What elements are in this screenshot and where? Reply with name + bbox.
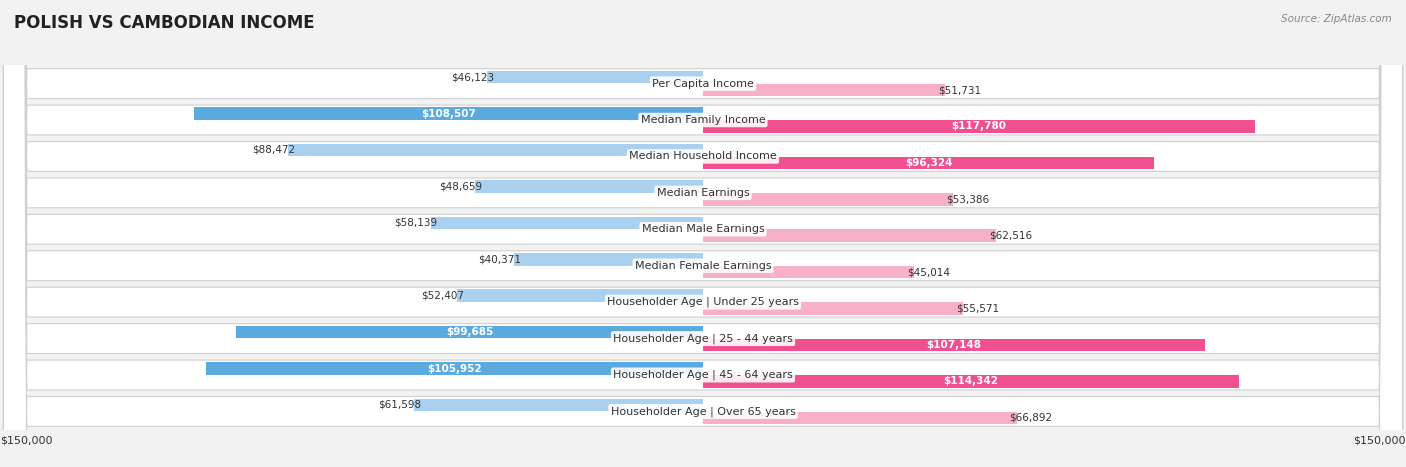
Bar: [513, 253, 703, 266]
Text: Median Family Income: Median Family Income: [641, 115, 765, 125]
Bar: [703, 411, 1017, 424]
FancyBboxPatch shape: [4, 0, 1402, 467]
FancyBboxPatch shape: [4, 0, 1402, 467]
Bar: [207, 362, 703, 375]
Bar: [430, 217, 703, 229]
FancyBboxPatch shape: [4, 0, 1402, 467]
FancyBboxPatch shape: [4, 0, 1402, 467]
Bar: [703, 339, 1205, 351]
Bar: [486, 71, 703, 84]
Text: $52,407: $52,407: [422, 290, 464, 301]
Bar: [703, 375, 1239, 388]
FancyBboxPatch shape: [4, 0, 1402, 467]
Text: $88,472: $88,472: [252, 145, 295, 155]
Text: $61,598: $61,598: [378, 400, 422, 410]
Text: Householder Age | Over 65 years: Householder Age | Over 65 years: [610, 406, 796, 417]
Text: $96,324: $96,324: [905, 158, 952, 168]
Legend: Polish, Cambodian: Polish, Cambodian: [610, 466, 796, 467]
Text: $107,148: $107,148: [927, 340, 981, 350]
Text: $66,892: $66,892: [1010, 413, 1053, 423]
Text: $53,386: $53,386: [946, 194, 990, 205]
Bar: [457, 290, 703, 302]
Text: $46,123: $46,123: [451, 72, 494, 82]
Bar: [703, 266, 914, 278]
FancyBboxPatch shape: [4, 0, 1402, 467]
Bar: [703, 120, 1256, 133]
FancyBboxPatch shape: [4, 0, 1402, 467]
Bar: [703, 156, 1154, 169]
Text: Householder Age | Under 25 years: Householder Age | Under 25 years: [607, 297, 799, 307]
Text: $62,516: $62,516: [988, 231, 1032, 241]
Text: Source: ZipAtlas.com: Source: ZipAtlas.com: [1281, 14, 1392, 24]
Text: Householder Age | 25 - 44 years: Householder Age | 25 - 44 years: [613, 333, 793, 344]
Bar: [703, 84, 945, 96]
Text: $55,571: $55,571: [956, 304, 1000, 314]
Bar: [703, 302, 963, 315]
Bar: [194, 107, 703, 120]
Text: $45,014: $45,014: [907, 267, 950, 277]
Bar: [415, 399, 703, 411]
Text: $108,507: $108,507: [422, 108, 477, 119]
Bar: [475, 180, 703, 193]
Text: $150,000: $150,000: [0, 435, 52, 445]
Text: Median Male Earnings: Median Male Earnings: [641, 224, 765, 234]
FancyBboxPatch shape: [4, 0, 1402, 467]
Text: $48,659: $48,659: [439, 181, 482, 191]
Text: Median Female Earnings: Median Female Earnings: [634, 261, 772, 271]
Text: Householder Age | 45 - 64 years: Householder Age | 45 - 64 years: [613, 370, 793, 380]
FancyBboxPatch shape: [4, 0, 1402, 467]
Bar: [288, 144, 703, 156]
Text: POLISH VS CAMBODIAN INCOME: POLISH VS CAMBODIAN INCOME: [14, 14, 315, 32]
Text: $150,000: $150,000: [1354, 435, 1406, 445]
Bar: [703, 229, 995, 242]
Text: $117,780: $117,780: [952, 121, 1007, 132]
Text: $58,139: $58,139: [395, 218, 437, 228]
Bar: [236, 326, 703, 339]
Text: Median Household Income: Median Household Income: [628, 151, 778, 162]
Text: $40,371: $40,371: [478, 254, 520, 264]
Text: $51,731: $51,731: [938, 85, 981, 95]
Text: $99,685: $99,685: [446, 327, 494, 337]
Bar: [703, 193, 953, 205]
Text: $105,952: $105,952: [427, 363, 482, 374]
Text: Median Earnings: Median Earnings: [657, 188, 749, 198]
Text: Per Capita Income: Per Capita Income: [652, 78, 754, 89]
FancyBboxPatch shape: [4, 0, 1402, 467]
Text: $114,342: $114,342: [943, 376, 998, 387]
